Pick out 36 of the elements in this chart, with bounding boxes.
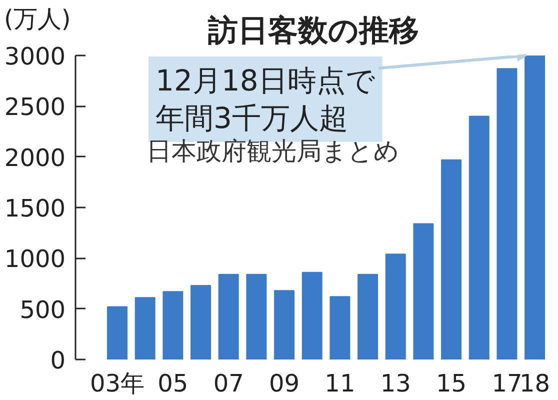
- bar: [302, 272, 322, 360]
- bar: [358, 274, 378, 360]
- x-tick-label: 09: [269, 370, 300, 398]
- x-tick-label: 07: [213, 370, 244, 398]
- x-tick-label: 15: [436, 370, 467, 398]
- y-tick-label: 1000: [4, 245, 66, 274]
- y-tick-label: 1500: [4, 194, 66, 222]
- bar: [246, 274, 267, 360]
- y-tick-label: 3000: [4, 42, 66, 70]
- y-axis-title: (万人): [4, 5, 71, 33]
- chart-title: 訪日客数の推移: [207, 14, 419, 48]
- x-tick-label: 03年: [90, 370, 145, 398]
- y-tick-label: 2500: [4, 93, 66, 122]
- bar: [218, 274, 239, 360]
- bar: [134, 297, 156, 360]
- y-tick-label: 0: [50, 346, 66, 374]
- annotation: 日本政府観光局まとめ: [146, 136, 400, 166]
- x-tick-label: 11: [324, 370, 356, 398]
- bar: [413, 223, 434, 360]
- x-tick-label: 18: [520, 370, 550, 398]
- bar: [496, 68, 518, 360]
- bar: [330, 296, 350, 360]
- x-tick-label: 13: [380, 370, 411, 398]
- x-tick-label: 05: [158, 370, 188, 398]
- bar: [468, 116, 490, 360]
- x-tick-label: 17: [492, 370, 522, 398]
- bar: [524, 56, 546, 360]
- bar: [107, 306, 128, 360]
- bar: [385, 254, 406, 360]
- annotation: 12月18日時点で年間3千万人超: [156, 63, 376, 135]
- y-tick-label: 2000: [4, 144, 66, 172]
- bar: [162, 291, 184, 360]
- bar: [441, 159, 462, 360]
- bar: [274, 290, 295, 360]
- bar: [190, 285, 212, 360]
- y-tick-label: 500: [20, 296, 66, 324]
